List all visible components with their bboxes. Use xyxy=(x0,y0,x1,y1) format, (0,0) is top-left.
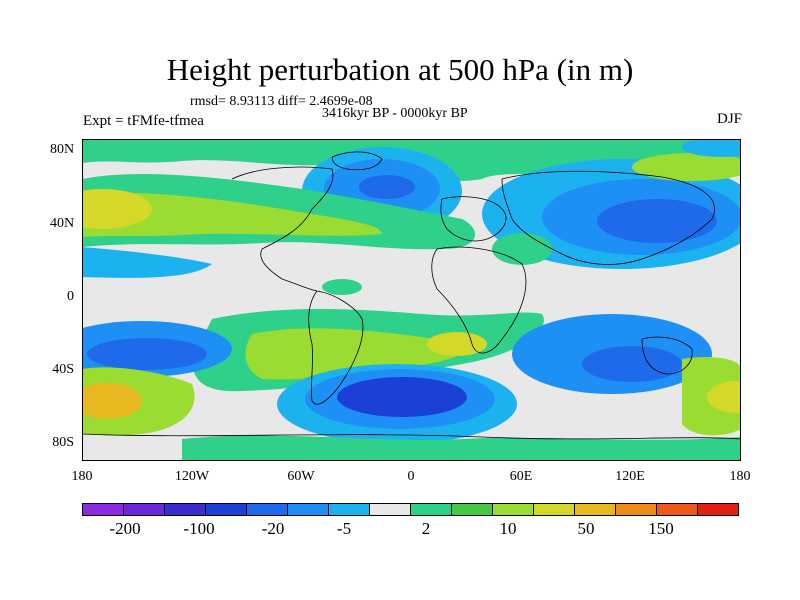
colorbar-swatch xyxy=(451,503,493,516)
colorbar xyxy=(82,503,739,516)
map-frame xyxy=(82,139,741,461)
south-pacific-east-core xyxy=(707,381,741,413)
colorbar-swatch xyxy=(533,503,575,516)
lon-label-180e: 180 xyxy=(729,469,751,484)
world-map-plot xyxy=(82,139,741,461)
colorbar-label: 2 xyxy=(421,519,431,538)
south-pacific-west-core xyxy=(82,383,142,419)
europe-low-core xyxy=(359,175,415,199)
colorbar-swatch xyxy=(697,503,739,516)
colorbar-label: 50 xyxy=(577,519,595,538)
lat-label-40s: 40S xyxy=(52,362,74,377)
colorbar-swatch xyxy=(205,503,247,516)
south-africa-high xyxy=(427,332,487,356)
lon-label-60e: 60E xyxy=(509,469,533,484)
lon-label-60w: 60W xyxy=(287,469,315,484)
colorbar-swatch xyxy=(615,503,657,516)
north-america-high-inner xyxy=(82,192,382,237)
south-pacific-low-2 xyxy=(87,338,207,370)
coastlines xyxy=(82,151,741,440)
colorbar-swatch xyxy=(369,503,411,516)
arctic-low-east xyxy=(682,139,741,157)
atlantic-tropical-green xyxy=(322,279,362,295)
lat-label-40n: 40N xyxy=(50,216,75,231)
asia-low-core xyxy=(597,199,717,243)
sahara-green xyxy=(492,233,552,265)
lat-label-equator: 0 xyxy=(67,289,74,304)
colorbar-swatch xyxy=(246,503,288,516)
indian-ocean-low-core xyxy=(582,346,682,382)
experiment-label: Expt = tFMfe-tfmea xyxy=(83,113,204,129)
colorbar-label: 10 xyxy=(499,519,517,538)
colorbar-label: -200 xyxy=(109,519,141,538)
colorbar-swatch xyxy=(287,503,329,516)
lon-label-120e: 120E xyxy=(615,469,645,484)
colorbar-label: -100 xyxy=(183,519,215,538)
colorbar-label: -5 xyxy=(336,519,352,538)
asia-high-east xyxy=(632,153,741,181)
lat-label-80n: 80N xyxy=(50,142,75,157)
plot-title: Height perturbation at 500 hPa (in m) xyxy=(166,52,634,87)
colorbar-swatch xyxy=(656,503,698,516)
colorbar-swatch xyxy=(123,503,165,516)
colorbar-swatch xyxy=(328,503,370,516)
colorbar-swatch xyxy=(492,503,534,516)
rmsd-stats: rmsd= 8.93113 diff= 2.4699e-08 xyxy=(190,94,373,109)
lon-label-0: 0 xyxy=(407,469,415,484)
colorbar-label: -20 xyxy=(261,519,285,538)
lon-label-180w: 180 xyxy=(71,469,93,484)
colorbar-swatch xyxy=(82,503,124,516)
colorbar-label: 150 xyxy=(648,519,674,538)
colorbar-swatch xyxy=(164,503,206,516)
lon-label-120w: 120W xyxy=(174,469,210,484)
time-period: 3416kyr BP - 0000kyr BP xyxy=(322,106,468,121)
pacific-high-west xyxy=(82,189,152,229)
lat-label-80s: 80S xyxy=(52,435,74,450)
colorbar-swatch xyxy=(574,503,616,516)
colorbar-swatch xyxy=(410,503,452,516)
antarctic-green xyxy=(182,435,741,461)
season-label: DJF xyxy=(716,111,742,127)
tropical-north-band xyxy=(82,247,212,278)
southern-ocean-low-core xyxy=(337,377,467,417)
